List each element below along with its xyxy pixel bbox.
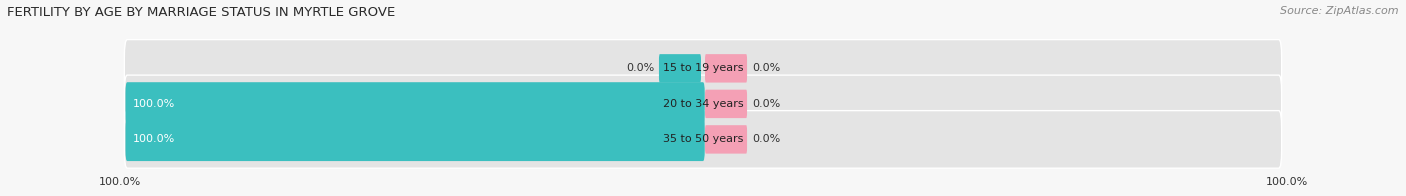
FancyBboxPatch shape (659, 90, 702, 118)
Text: 100.0%: 100.0% (134, 99, 176, 109)
Text: 20 to 34 years: 20 to 34 years (662, 99, 744, 109)
FancyBboxPatch shape (704, 54, 747, 83)
FancyBboxPatch shape (124, 40, 1282, 97)
Text: 0.0%: 0.0% (752, 99, 780, 109)
FancyBboxPatch shape (125, 82, 704, 126)
Text: 15 to 19 years: 15 to 19 years (662, 63, 744, 73)
Text: Source: ZipAtlas.com: Source: ZipAtlas.com (1281, 6, 1399, 16)
Text: 0.0%: 0.0% (752, 134, 780, 144)
FancyBboxPatch shape (704, 125, 747, 154)
FancyBboxPatch shape (125, 118, 704, 161)
Text: 100.0%: 100.0% (1265, 177, 1308, 187)
Text: 100.0%: 100.0% (134, 134, 176, 144)
Text: 0.0%: 0.0% (752, 63, 780, 73)
Text: FERTILITY BY AGE BY MARRIAGE STATUS IN MYRTLE GROVE: FERTILITY BY AGE BY MARRIAGE STATUS IN M… (7, 6, 395, 19)
Text: 35 to 50 years: 35 to 50 years (662, 134, 744, 144)
FancyBboxPatch shape (704, 90, 747, 118)
FancyBboxPatch shape (124, 75, 1282, 133)
Text: 0.0%: 0.0% (626, 63, 654, 73)
FancyBboxPatch shape (124, 111, 1282, 168)
FancyBboxPatch shape (659, 54, 702, 83)
Text: 100.0%: 100.0% (98, 177, 141, 187)
FancyBboxPatch shape (659, 125, 702, 154)
